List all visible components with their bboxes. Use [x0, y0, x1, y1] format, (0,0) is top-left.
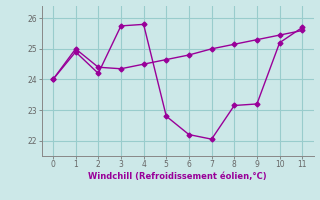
- X-axis label: Windchill (Refroidissement éolien,°C): Windchill (Refroidissement éolien,°C): [88, 172, 267, 181]
